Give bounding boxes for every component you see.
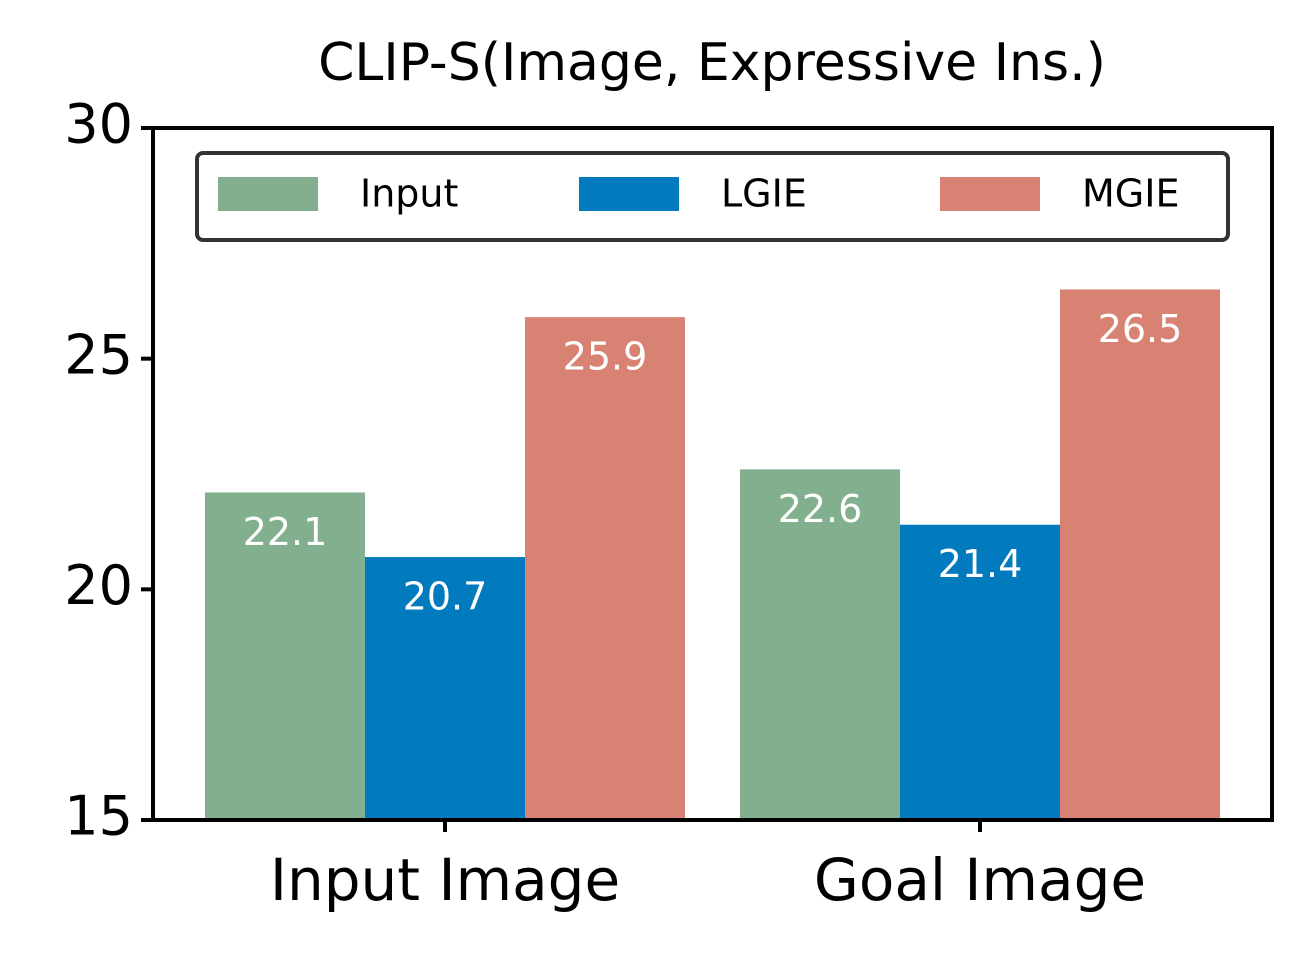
value-label: 25.9: [563, 335, 648, 379]
legend-label: LGIE: [721, 172, 807, 216]
x-tick-label: Input Image: [270, 846, 620, 914]
legend-swatch: [579, 177, 679, 211]
bar: [205, 492, 365, 820]
value-label: 20.7: [403, 575, 488, 619]
plot-frame: [151, 126, 1274, 822]
legend-swatch: [940, 177, 1040, 211]
y-tick-label: 30: [64, 93, 133, 156]
bar: [525, 317, 685, 820]
value-label: 21.4: [938, 542, 1023, 586]
chart-title: CLIP-S(Image, Expressive Ins.): [318, 33, 1106, 93]
legend-swatch: [218, 177, 318, 211]
x-tick-label: Goal Image: [814, 846, 1146, 914]
value-label: 22.6: [778, 487, 863, 531]
y-tick-label: 25: [64, 323, 133, 386]
legend-label: Input: [360, 172, 458, 216]
value-label: 22.1: [243, 510, 328, 554]
legend-label: MGIE: [1082, 172, 1179, 216]
legend-box: [195, 151, 1230, 242]
value-label: 26.5: [1098, 307, 1183, 351]
bar: [900, 524, 1060, 820]
y-tick-label: 20: [64, 554, 133, 617]
y-tick-label: 15: [64, 785, 133, 848]
bar: [365, 557, 525, 820]
bar: [1060, 289, 1220, 820]
bar: [740, 469, 900, 820]
